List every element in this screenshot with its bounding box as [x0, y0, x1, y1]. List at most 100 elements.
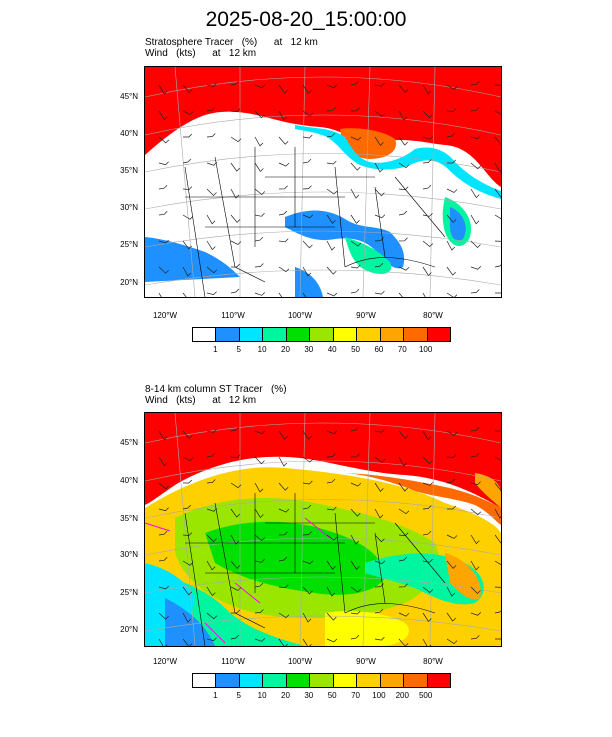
- colorbar-label: 5: [236, 691, 241, 700]
- colorbar-swatch: [286, 328, 311, 341]
- wind-barb: [470, 162, 482, 170]
- wind-barb: [230, 188, 240, 199]
- wind-barb: [278, 556, 288, 562]
- wind-barb: [230, 80, 240, 86]
- colorbar-label: 100: [418, 345, 433, 354]
- wind-barb: [446, 240, 456, 251]
- wind-barb: [470, 635, 480, 640]
- colorbar-swatch: [427, 328, 450, 341]
- wind-barb: [470, 81, 480, 86]
- wind-barb: [446, 292, 458, 297]
- wind-barb: [398, 508, 410, 515]
- wind-barb: [374, 188, 385, 197]
- wind-barb: [374, 237, 384, 242]
- wind-barb: [230, 586, 242, 591]
- lat-label: 25°N: [120, 588, 138, 597]
- wind-barb: [302, 586, 313, 595]
- lat-label: 45°N: [120, 438, 138, 447]
- wind-barb: [447, 159, 456, 164]
- wind-barb: [182, 456, 194, 462]
- column-tracer-map: [144, 412, 502, 647]
- wind-barb: [158, 184, 168, 190]
- wind-barb: [230, 454, 241, 459]
- wind-barb: [350, 560, 360, 570]
- wind-barb: [350, 288, 360, 294]
- wind-barb: [374, 636, 385, 641]
- wind-barb: [206, 291, 217, 295]
- wind-barb: [206, 508, 218, 512]
- wind-barb: [254, 236, 264, 242]
- wind-barb: [278, 266, 290, 273]
- wind-barb: [350, 610, 361, 615]
- colorbar-label: 30: [304, 691, 314, 700]
- colorbar-label: 30: [304, 345, 314, 354]
- wind-barb: [422, 110, 433, 119]
- colorbar-label: 20: [281, 345, 290, 354]
- wind-barb: [422, 213, 433, 217]
- wind-barb: [422, 136, 434, 140]
- wind-barb: [494, 188, 501, 198]
- wind-barb: [398, 556, 408, 562]
- wind-barb: [374, 83, 385, 87]
- wind-barb: [350, 534, 360, 545]
- wind-barb: [350, 634, 360, 640]
- wind-barb: [350, 240, 362, 247]
- colorbar-label: 1: [213, 345, 218, 354]
- wind-barb: [206, 586, 216, 597]
- wind-barb: [302, 84, 312, 94]
- wind-barb: [470, 612, 482, 616]
- panel2-colorbar: [192, 673, 451, 688]
- lat-label: 30°N: [120, 203, 138, 212]
- colorbar-swatch: [333, 328, 358, 341]
- wind-barb: [326, 638, 338, 643]
- colorbar-swatch: [357, 328, 381, 341]
- wind-barb: [182, 638, 193, 646]
- wind-barb: [182, 430, 193, 440]
- wind-barb: [254, 456, 265, 465]
- wind-barb: [447, 505, 456, 510]
- wind-barb: [470, 586, 481, 594]
- wind-barb: [278, 110, 288, 121]
- wind-barb: [158, 585, 169, 590]
- lat-label: 40°N: [120, 129, 138, 138]
- wind-barb: [350, 188, 360, 199]
- panel2-subtitle-2: Wind (kts) at 12 km: [145, 395, 257, 406]
- wind-barb: [326, 240, 336, 251]
- wind-barb: [422, 240, 434, 247]
- wind-barb: [422, 159, 432, 164]
- colorbar-label: 10: [257, 691, 267, 700]
- wind-barb: [254, 638, 266, 642]
- colorbar-swatch: [193, 674, 217, 687]
- wind-barb: [158, 211, 168, 216]
- wind-barb: [302, 240, 313, 249]
- wind-barb: [494, 586, 501, 588]
- colorbar-swatch: [310, 674, 334, 687]
- wind-barb: [422, 612, 432, 623]
- wind-barb: [422, 430, 432, 441]
- wind-barb: [302, 531, 312, 536]
- colorbar-swatch: [427, 674, 450, 687]
- wind-barb: [326, 478, 336, 484]
- wind-barb: [182, 214, 194, 220]
- wind-barb: [326, 160, 337, 165]
- wind-barb: [302, 560, 314, 565]
- wind-barb: [398, 612, 410, 617]
- wind-barb: [182, 240, 193, 250]
- wind-barb: [422, 586, 434, 593]
- wind-barb: [446, 638, 458, 645]
- wind-barb: [398, 162, 410, 169]
- colorbar-swatch: [193, 328, 217, 341]
- page-title: 2025-08-20_15:00:00: [205, 8, 407, 31]
- wind-barb: [494, 162, 501, 173]
- lon-label: 120°W: [152, 657, 178, 666]
- wind-barb: [398, 136, 408, 146]
- wind-barb: [182, 84, 193, 94]
- stratosphere-map: [144, 66, 502, 298]
- wind-barb: [158, 456, 168, 467]
- wind-barb: [470, 534, 480, 545]
- wind-barb: [350, 508, 361, 517]
- wind-barb: [374, 560, 386, 565]
- wind-barb: [230, 534, 240, 545]
- wind-barb: [302, 612, 312, 623]
- wind-barb: [374, 482, 384, 492]
